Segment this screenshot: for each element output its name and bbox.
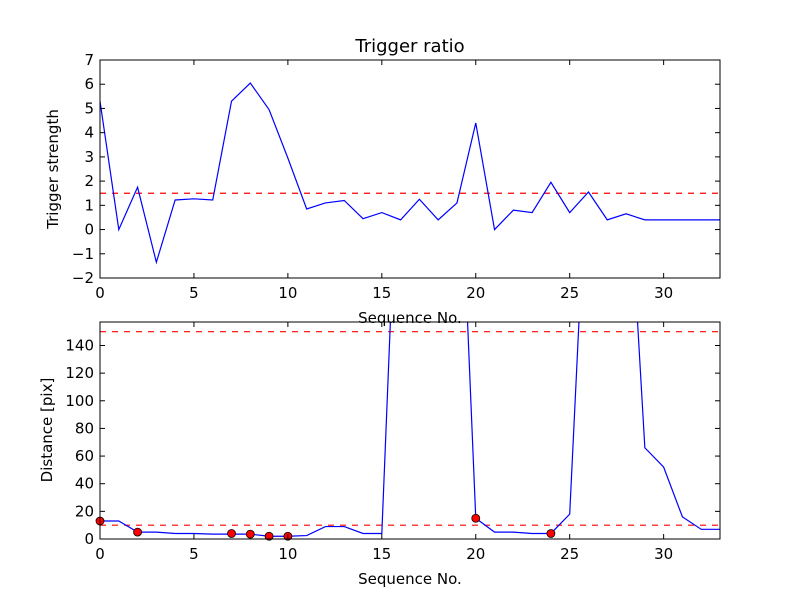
- data-point-marker: [245, 529, 255, 539]
- bottom-y-axis-label: Distance [pix]: [38, 378, 56, 483]
- x-tick-label: 20: [466, 284, 485, 302]
- y-tick-label: 0: [84, 221, 94, 239]
- series-line: [100, 322, 720, 537]
- axes-frame: [99, 321, 721, 540]
- y-tick-label: 6: [84, 75, 94, 93]
- y-tick-label: 80: [75, 419, 94, 437]
- x-tick-label: 0: [95, 545, 105, 563]
- y-tick-label: −2: [72, 269, 94, 287]
- x-tick-label: 10: [278, 284, 297, 302]
- plot-area: [100, 82, 720, 265]
- y-tick-label: 7: [84, 51, 94, 69]
- data-point-marker: [133, 527, 142, 537]
- y-tick-label: 1: [84, 196, 94, 214]
- y-tick-label: 140: [65, 336, 94, 354]
- x-tick-label: 30: [654, 545, 673, 563]
- bottom-x-axis-label: Sequence No.: [358, 570, 462, 588]
- data-point-marker: [227, 529, 236, 538]
- top-plot: 0 5 10 15 20 25 30 −2 −1 0 1 2 3 4 5 6 7: [72, 51, 721, 302]
- top-y-axis-label: Trigger strength: [44, 109, 62, 230]
- x-tick-label: 0: [95, 284, 105, 302]
- y-tick-label: 2: [84, 172, 94, 190]
- axes-frame: [99, 59, 721, 279]
- y-tick-label: 60: [75, 447, 94, 465]
- y-tick-label: 40: [75, 475, 94, 493]
- y-tick-label: 20: [75, 502, 94, 520]
- y-tick-label: −1: [72, 245, 94, 263]
- y-tick-label: 4: [84, 124, 94, 142]
- y-tick-label: 3: [84, 148, 94, 166]
- top-x-axis-label: Sequence No.: [358, 309, 462, 327]
- x-tick-label: 30: [654, 284, 673, 302]
- x-tick-label: 25: [560, 545, 579, 563]
- x-tick-label: 15: [372, 284, 391, 302]
- plot-area: [100, 322, 720, 537]
- data-point-marker: [546, 529, 556, 538]
- y-tick-label: 100: [65, 392, 94, 410]
- x-tick-label: 25: [560, 284, 579, 302]
- x-tick-label: 10: [278, 545, 297, 563]
- x-tick-label: 5: [189, 284, 199, 302]
- x-tick-label: 15: [372, 545, 391, 563]
- data-point-marker: [471, 513, 481, 523]
- y-tick-label: 0: [84, 530, 94, 548]
- y-tick-label: 120: [65, 364, 94, 382]
- series-line: [100, 82, 720, 265]
- bottom-plot: 0 5 10 15 20 25 30 0 20 40 60 80 100 120 140: [65, 321, 721, 563]
- y-tick-label: 5: [84, 99, 94, 117]
- x-tick-label: 5: [189, 545, 199, 563]
- chart-title: Trigger ratio: [354, 36, 464, 57]
- data-point-marker: [264, 531, 274, 541]
- x-tick-label: 20: [466, 545, 485, 563]
